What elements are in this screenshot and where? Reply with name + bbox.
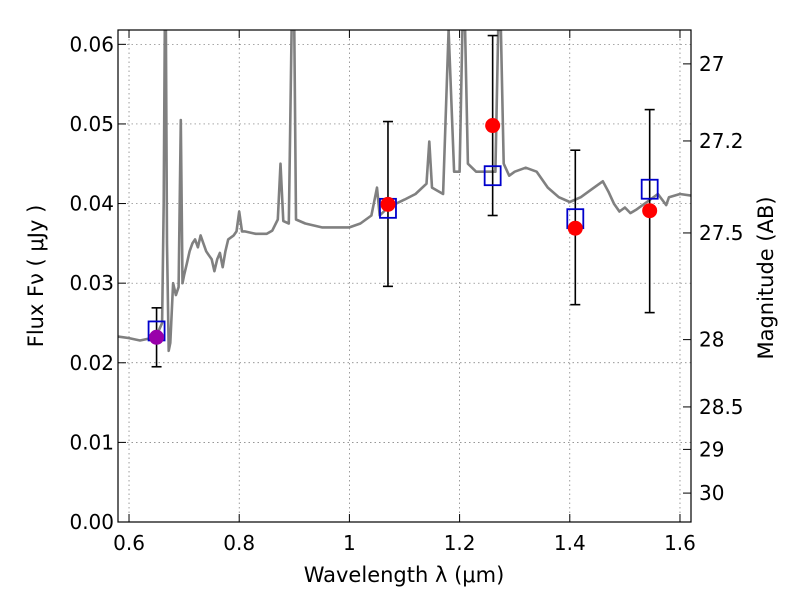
model-spectrum-line [118, 30, 691, 353]
x-tick-label: 0.6 [113, 531, 145, 555]
points-layer [147, 34, 659, 368]
spectrum-layer [118, 30, 691, 353]
model-photometry-point [483, 165, 502, 187]
right-axis-title: Magnitude (AB) [754, 196, 778, 359]
y-axis-title: Flux Fν ( μJy ) [24, 205, 48, 348]
observed-photometry-point [149, 329, 165, 345]
ticks [118, 30, 691, 523]
observed-photometry-point [485, 118, 501, 134]
x-tick-label: 0.8 [223, 531, 255, 555]
tick-labels: 0.6 0.8 1 1.2 1.4 1.6 0.00 0.01 0.02 0.03 0.04 0.05… [69, 32, 743, 555]
y-tick-label: 0.06 [69, 32, 114, 56]
y-tick-label: 0.00 [69, 510, 114, 534]
mag-tick-label: 28.5 [699, 395, 744, 419]
mag-tick-label: 27 [699, 52, 724, 76]
x-tick-label: 1 [343, 531, 356, 555]
y-tick-label: 0.04 [69, 192, 114, 216]
mag-tick-label: 28 [699, 328, 724, 352]
y-tick-label: 0.02 [69, 351, 114, 375]
x-axis-title: Wavelength λ (μm) [304, 563, 505, 587]
y-tick-label: 0.01 [69, 430, 114, 454]
mag-tick-label: 27.5 [699, 221, 744, 245]
x-tick-label: 1.6 [664, 531, 696, 555]
observed-photometry-point [567, 220, 583, 236]
grid [118, 30, 691, 523]
mag-tick-label: 27.2 [699, 129, 744, 153]
x-tick-label: 1.2 [444, 531, 476, 555]
mag-tick-label: 30 [699, 481, 724, 505]
x-tick-label: 1.4 [554, 531, 586, 555]
plot-frame [117, 29, 692, 523]
mag-tick-label: 29 [699, 437, 724, 461]
observed-photometry-point [380, 196, 396, 212]
observed-photometry-point [642, 203, 658, 219]
y-tick-label: 0.03 [69, 271, 114, 295]
y-tick-label: 0.05 [69, 112, 114, 136]
model-photometry-point [640, 178, 659, 200]
